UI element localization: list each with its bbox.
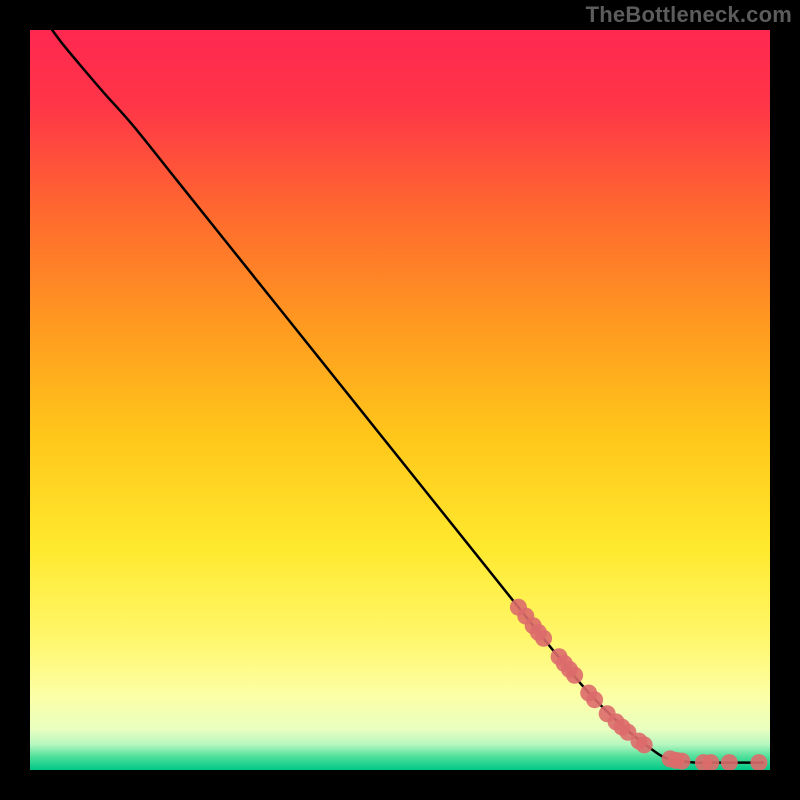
data-marker [750, 754, 767, 770]
data-marker [721, 754, 738, 770]
data-marker [566, 667, 583, 684]
data-marker [535, 630, 552, 647]
plot-area [30, 30, 770, 770]
bottleneck-curve [52, 30, 762, 763]
data-marker [586, 691, 603, 708]
chart-frame: TheBottleneck.com [0, 0, 800, 800]
watermark-label: TheBottleneck.com [586, 2, 792, 28]
curve-layer [30, 30, 770, 770]
data-marker [673, 753, 690, 770]
data-marker [636, 736, 653, 753]
markers-group [510, 599, 768, 770]
